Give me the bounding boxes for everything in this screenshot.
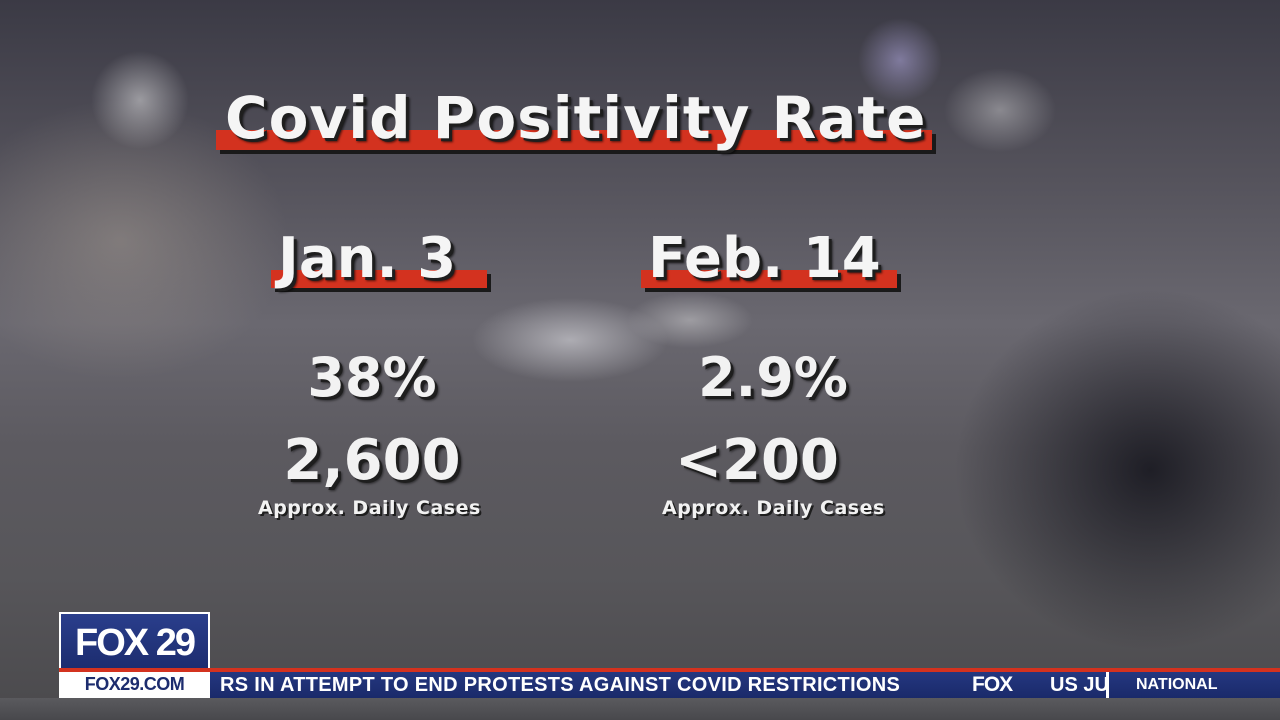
cases-value-2: <200 [675, 428, 839, 493]
date-label-2: Feb. 14 [648, 226, 881, 291]
date-underline-1 [271, 270, 487, 288]
positivity-value-1: 38% [307, 346, 437, 409]
positivity-value-2: 2.9% [698, 346, 848, 409]
ticker-red-stripe [210, 668, 1280, 672]
bottom-background-strip [0, 698, 1280, 720]
station-url: FOX29.COM [84, 674, 185, 694]
news-ticker: RS IN ATTEMPT TO END PROTESTS AGAINST CO… [210, 672, 1280, 698]
logo-red-stripe [59, 668, 210, 672]
station-url-box: FOX29.COM [59, 672, 210, 698]
cases-label-1: Approx. Daily Cases [258, 497, 481, 519]
station-logo: FOX 29 [59, 612, 210, 670]
title-underline [216, 130, 932, 150]
cases-value-1: 2,600 [283, 428, 461, 493]
ticker-next-headline: US JU [1050, 674, 1106, 696]
ticker-headline: RS IN ATTEMPT TO END PROTESTS AGAINST CO… [220, 674, 901, 696]
graphic-title: Covid Positivity Rate [225, 84, 927, 152]
station-logo-text: FOX 29 [75, 622, 196, 664]
ticker-fox-logo: FOX [972, 673, 1013, 696]
ticker-divider [1106, 672, 1109, 698]
date-underline-2 [641, 270, 897, 288]
date-label-1: Jan. 3 [278, 226, 457, 291]
cases-label-2: Approx. Daily Cases [662, 497, 885, 519]
ticker-section-label: NATIONAL [1136, 676, 1218, 693]
